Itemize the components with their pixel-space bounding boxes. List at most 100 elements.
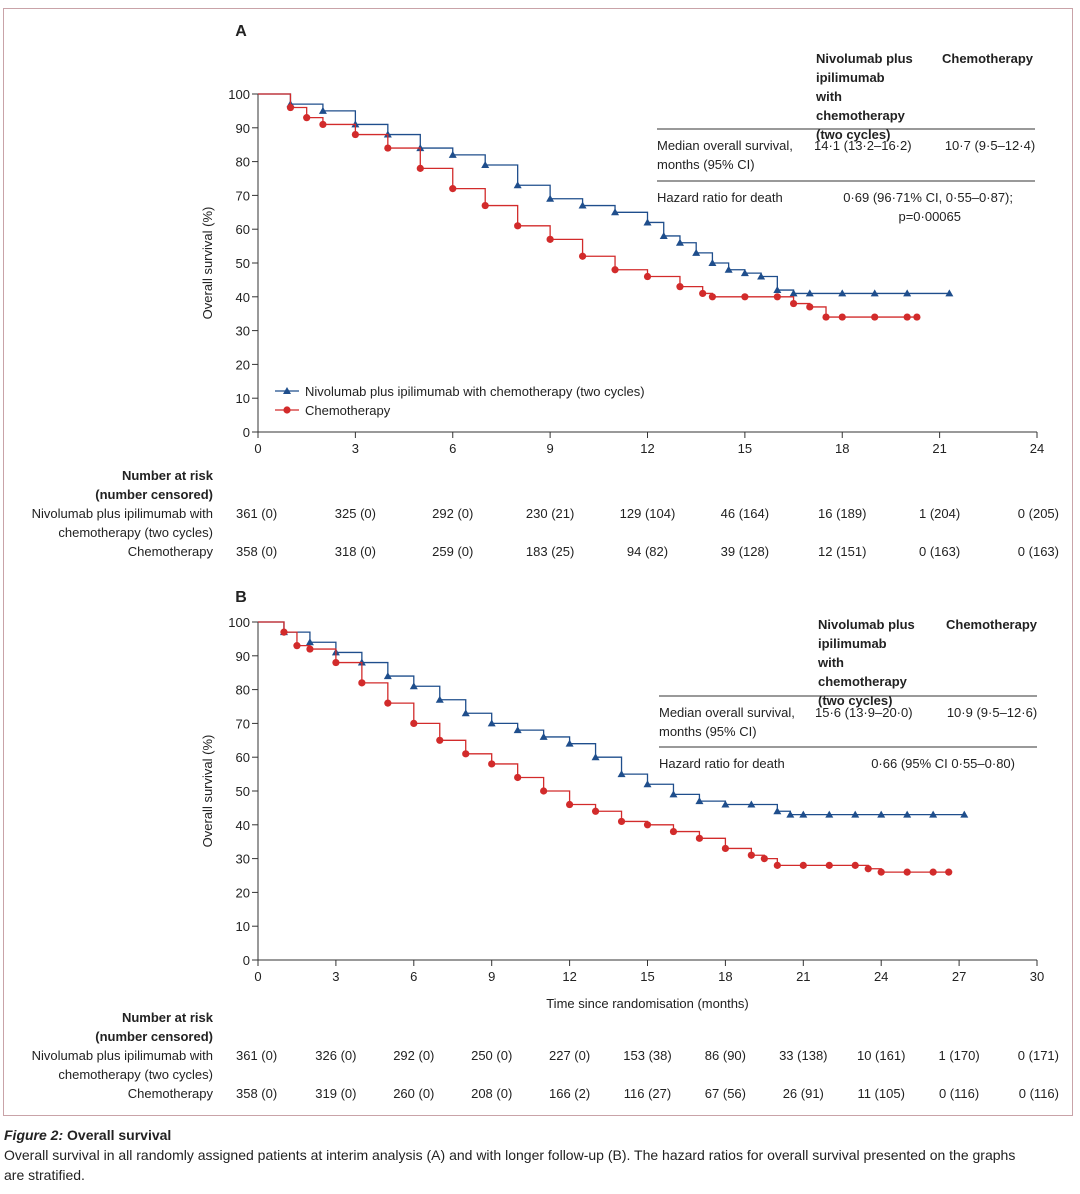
- x-tick-label: 9: [488, 969, 495, 984]
- panel-A: A 0 10 20 30 40 50 60 70 80 90 100 0 3 6 9 12 15 18 21 24 Ove…: [32, 23, 1059, 559]
- chemotherapy-censor-mark: [676, 283, 684, 291]
- x-tick-label: 18: [835, 441, 849, 456]
- risk-count-nivolumab: 292 (0): [393, 1048, 434, 1063]
- panel-letter: B: [235, 589, 247, 606]
- nivolumab-censor-mark: [611, 208, 620, 216]
- nivolumab-censor-mark: [539, 732, 548, 740]
- table-hr-value: 0·69 (96·71% CI, 0·55–0·87);: [843, 190, 1013, 205]
- nivolumab-censor-mark: [740, 269, 749, 277]
- table-hr-label: Hazard ratio for death: [659, 756, 785, 771]
- figure-caption: Figure 2: Overall survival Overall survi…: [4, 1125, 1074, 1185]
- nivolumab-censor-mark: [805, 289, 814, 297]
- risk-count-nivolumab: 86 (90): [705, 1048, 746, 1063]
- y-tick-label: 30: [236, 852, 250, 867]
- nivolumab-censor-mark: [724, 265, 733, 273]
- chemotherapy-censor-mark: [306, 645, 314, 653]
- y-tick-label: 20: [236, 885, 250, 900]
- risk-count-nivolumab: 16 (189): [818, 506, 866, 521]
- chemotherapy-censor-mark: [822, 313, 830, 321]
- risk-count-chemotherapy: 259 (0): [432, 544, 473, 559]
- nivolumab-censor-mark: [695, 797, 704, 805]
- risk-count-chemotherapy: 0 (116): [939, 1086, 979, 1101]
- chemotherapy-censor-mark: [384, 144, 392, 152]
- x-tick-label: 27: [952, 969, 966, 984]
- x-tick-label: 0: [254, 441, 261, 456]
- nivolumab-censor-mark: [461, 709, 470, 717]
- nivolumab-censor-mark: [675, 238, 684, 246]
- risk-count-chemotherapy: 319 (0): [315, 1086, 356, 1101]
- nivolumab-censor-mark: [565, 739, 574, 747]
- chemotherapy-censor-mark: [708, 293, 717, 301]
- risk-count-chemotherapy: 26 (91): [783, 1086, 824, 1101]
- risk-header: Number at risk: [122, 1010, 214, 1025]
- x-tick-label: 12: [562, 969, 576, 984]
- nivolumab-censor-mark: [773, 807, 782, 815]
- legend-chemotherapy-marker: [283, 406, 291, 414]
- chemotherapy-censor-mark: [643, 821, 652, 829]
- table-header-nivolumab: with: [817, 655, 844, 670]
- chemotherapy-censor-mark: [741, 293, 749, 301]
- y-tick-label: 10: [236, 919, 250, 934]
- chemotherapy-censor-mark: [351, 130, 359, 139]
- risk-header-sub: (number censored): [95, 1029, 213, 1044]
- risk-count-chemotherapy: 94 (82): [627, 544, 668, 559]
- nivolumab-censor-mark: [747, 800, 756, 808]
- risk-count-chemotherapy: 39 (128): [721, 544, 769, 559]
- x-tick-label: 3: [352, 441, 359, 456]
- nivolumab-censor-mark: [903, 289, 912, 297]
- y-tick-label: 0: [243, 953, 250, 968]
- nivolumab-censor-mark: [513, 726, 522, 734]
- y-tick-label: 0: [243, 425, 250, 440]
- chemotherapy-censor-mark: [864, 865, 872, 873]
- chemotherapy-censor-mark: [747, 851, 755, 859]
- chemotherapy-censor-mark: [789, 299, 798, 308]
- chemotherapy-censor-mark: [643, 272, 652, 281]
- nivolumab-censor-mark: [659, 231, 668, 239]
- risk-count-chemotherapy: 183 (25): [526, 544, 574, 559]
- risk-count-nivolumab: 10 (161): [857, 1048, 905, 1063]
- y-tick-label: 60: [236, 222, 250, 237]
- chemotherapy-censor-mark: [877, 868, 885, 876]
- x-tick-label: 6: [449, 441, 456, 456]
- caption-text-line1: Overall survival in all randomly assigne…: [4, 1147, 1016, 1163]
- nivolumab-censor-mark: [945, 289, 954, 297]
- nivolumab-censor-mark: [546, 194, 555, 202]
- chemotherapy-censor-mark: [903, 313, 911, 321]
- table-median-label: Median overall survival,: [657, 138, 793, 153]
- nivolumab-censor-mark: [903, 810, 912, 818]
- legend-nivolumab-marker: [283, 387, 291, 394]
- x-tick-label: 21: [932, 441, 946, 456]
- x-tick-label: 3: [332, 969, 339, 984]
- chemotherapy-censor-mark: [799, 861, 807, 869]
- risk-label-nivolumab: Nivolumab plus ipilimumab with: [32, 506, 213, 521]
- table-header-nivolumab: (two cycles): [816, 127, 890, 142]
- table-median-chemotherapy: 10·7 (9·5–12·4): [945, 138, 1035, 153]
- chemotherapy-censor-mark: [332, 658, 340, 667]
- table-median-label: months (95% CI): [657, 157, 755, 172]
- x-tick-label: 15: [640, 969, 654, 984]
- nivolumab-censor-mark: [481, 160, 490, 168]
- risk-count-chemotherapy: 0 (116): [1019, 1086, 1059, 1101]
- x-tick-label: 15: [738, 441, 752, 456]
- y-tick-label: 100: [228, 87, 250, 102]
- table-hr-label: Hazard ratio for death: [657, 190, 783, 205]
- y-tick-label: 70: [236, 716, 250, 731]
- y-tick-label: 90: [236, 649, 250, 664]
- nivolumab-censor-mark: [692, 248, 701, 256]
- table-header-nivolumab: (two cycles): [818, 693, 892, 708]
- x-tick-label: 0: [254, 969, 261, 984]
- nivolumab-censor-mark: [789, 289, 798, 297]
- panel-letter: A: [235, 23, 247, 40]
- y-tick-label: 50: [236, 784, 250, 799]
- y-tick-label: 70: [236, 188, 250, 203]
- caption-text-line2: are stratified.: [4, 1167, 85, 1183]
- table-median-label: months (95% CI): [659, 724, 757, 739]
- panel-B: B 0 10 20 30 40 50 60 70 80 90 100 0 3 6 9 12 15 18 21 24 27 3…: [32, 589, 1059, 1101]
- y-tick-label: 30: [236, 324, 250, 339]
- y-tick-label: 60: [236, 750, 250, 765]
- chemotherapy-censor-mark: [286, 103, 295, 112]
- risk-label-nivolumab-2: chemotherapy (two cycles): [58, 1067, 213, 1082]
- chemotherapy-censor-mark: [488, 760, 496, 768]
- chemotherapy-censor-mark: [462, 750, 470, 758]
- legend-chemotherapy-label: Chemotherapy: [305, 403, 391, 418]
